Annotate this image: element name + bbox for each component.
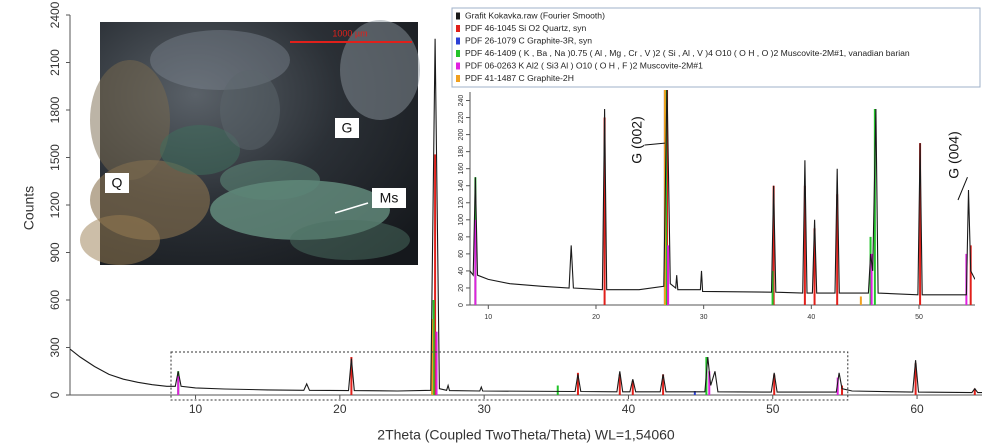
photo-label-box xyxy=(372,188,406,208)
x-tick-label: 10 xyxy=(484,314,492,321)
zoom-region xyxy=(170,351,849,401)
y-tick-label: 2400 xyxy=(48,1,62,28)
x-tick-label: 20 xyxy=(333,402,347,416)
legend: Grafit Kokavka.raw (Fourier Smooth) PDF 4… xyxy=(451,7,981,88)
y-tick-label: 2100 xyxy=(48,49,62,76)
x-tick-label: 40 xyxy=(807,314,815,321)
y-tick-label: 240 xyxy=(458,95,465,107)
y-tick-label: 220 xyxy=(458,112,465,124)
pattern-line xyxy=(470,90,975,296)
pattern-line xyxy=(70,38,982,394)
y-tick-label: 60 xyxy=(458,250,465,258)
photo-label-box xyxy=(105,173,129,193)
y-tick-label: 140 xyxy=(458,180,465,192)
photo-label: G xyxy=(342,120,353,136)
legend-swatch xyxy=(456,50,460,57)
y-tick-label: 120 xyxy=(458,197,465,209)
photo-texture xyxy=(220,70,280,150)
legend-swatch xyxy=(456,25,460,32)
y-tick-label: 1200 xyxy=(48,191,62,218)
x-tick-label: 20 xyxy=(592,314,600,321)
legend-swatch xyxy=(456,12,460,20)
x-tick-label: 30 xyxy=(477,402,491,416)
photo-texture xyxy=(80,215,160,265)
scale-bar-label: 1000 µm xyxy=(332,28,367,38)
y-tick-label: 1800 xyxy=(48,96,62,123)
photo-arrow xyxy=(334,202,369,214)
legend-swatch xyxy=(456,75,460,82)
y-tick-label: 0 xyxy=(458,303,465,307)
photo-texture xyxy=(220,160,320,200)
y-tick-label: 180 xyxy=(458,146,465,158)
x-tick-label: 40 xyxy=(622,402,636,416)
series-group xyxy=(70,38,982,395)
y-tick-label: 300 xyxy=(48,337,62,357)
photo-label: Ms xyxy=(380,190,399,206)
y-tick-label: 80 xyxy=(458,233,465,241)
legend-label: PDF 41-1487 C Graphite-2H xyxy=(465,73,574,83)
legend-label: PDF 46-1409 ( K , Ba , Na )0.75 ( Al , M… xyxy=(465,48,910,58)
annotation-arrow xyxy=(957,177,968,201)
x-tick-label: 60 xyxy=(910,402,924,416)
annotation: G (004) xyxy=(946,131,962,178)
y-tick-label: 1500 xyxy=(48,144,62,171)
legend-swatch xyxy=(456,62,460,70)
annotation-arrow xyxy=(644,142,665,146)
photo-label: Q xyxy=(112,175,123,191)
legend-label: PDF 46-1045 Si O2 Quartz, syn xyxy=(465,23,587,33)
legend-swatch xyxy=(456,37,460,45)
x-axis-label: 2Theta (Coupled TwoTheta/Theta) WL=1,540… xyxy=(377,427,675,443)
y-tick-label: 40 xyxy=(458,267,465,275)
legend-label: Grafit Kokavka.raw (Fourier Smooth) xyxy=(465,10,605,20)
legend-box xyxy=(451,7,981,88)
plot: 0 20 40 60 80 100 120 140 160 180 200 220 240 10 20 30 4… xyxy=(458,90,975,321)
series-group xyxy=(470,90,975,305)
legend-label: PDF 06-0263 K Al2 ( Si3 Al ) O10 ( O H ,… xyxy=(465,60,703,70)
photo-texture xyxy=(160,125,240,175)
y-tick-label: 600 xyxy=(48,290,62,310)
y-tick-label: 20 xyxy=(458,284,465,292)
x-tick-label: 50 xyxy=(915,314,923,321)
y-tick-label: 160 xyxy=(458,163,465,175)
annotation: G (002) xyxy=(629,116,645,163)
y-axis-label: Counts xyxy=(21,186,37,230)
x-tick-label: 30 xyxy=(700,314,708,321)
photo: 1000 µm Q G Ms xyxy=(80,20,420,265)
legend-label: PDF 26-1079 C Graphite-3R, syn xyxy=(465,35,592,45)
y-tick-label: 900 xyxy=(48,242,62,262)
y-tick-label: 100 xyxy=(458,214,465,226)
photo-texture xyxy=(90,60,170,180)
x-tick-label: 50 xyxy=(766,402,780,416)
x-tick-label: 10 xyxy=(189,402,203,416)
inset-bg xyxy=(452,85,982,330)
photo-texture xyxy=(290,220,410,260)
y-tick-label: 0 xyxy=(48,391,62,398)
photo-texture xyxy=(340,20,420,120)
photo-label-box xyxy=(335,118,359,138)
y-tick-label: 200 xyxy=(458,129,465,141)
